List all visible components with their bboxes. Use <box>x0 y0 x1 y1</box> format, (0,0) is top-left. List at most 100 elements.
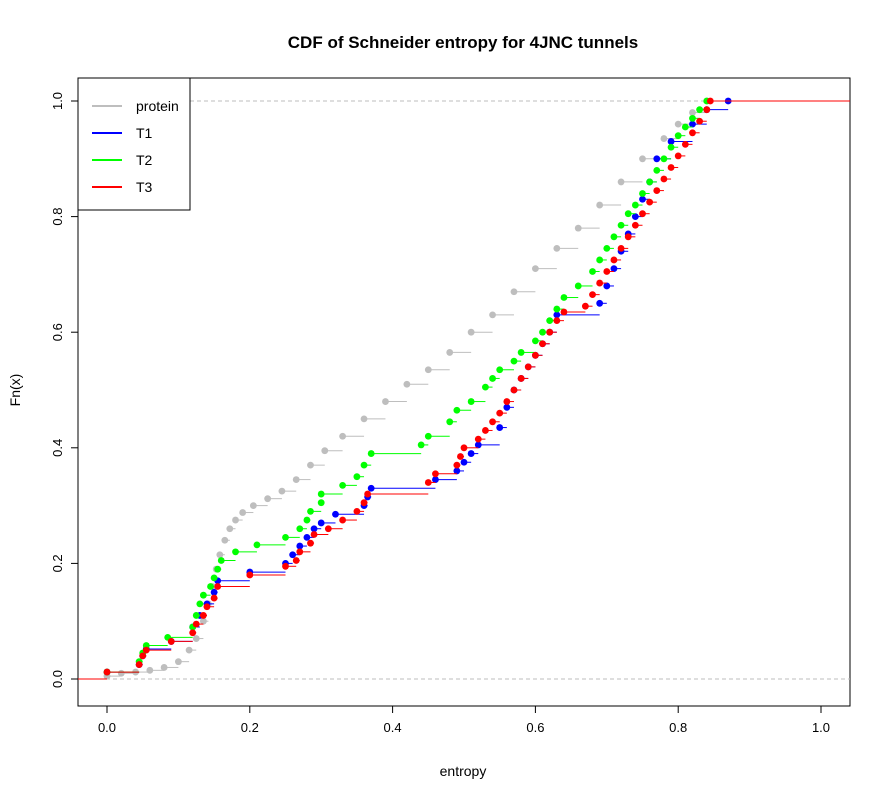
legend-label: T2 <box>136 152 153 168</box>
data-point <box>364 490 372 498</box>
data-point <box>610 256 618 264</box>
data-point <box>496 366 504 374</box>
data-point <box>296 548 304 556</box>
data-point <box>517 375 525 382</box>
data-point <box>581 302 589 310</box>
x-tick-label: 0.2 <box>241 720 259 735</box>
data-point <box>353 507 361 515</box>
data-point <box>639 195 646 203</box>
data-point <box>681 140 689 148</box>
y-tick-label: 0.4 <box>50 439 65 457</box>
data-point <box>503 403 511 411</box>
y-tick-label: 1.0 <box>50 92 65 110</box>
data-point <box>474 435 482 443</box>
data-point <box>432 470 439 478</box>
legend-label: protein <box>136 98 179 114</box>
data-point <box>317 519 325 527</box>
data-point <box>307 507 314 515</box>
series-protein <box>78 97 850 680</box>
series-T3 <box>78 97 850 680</box>
plot-area: 0.0 0.2 0.4 0.6 0.8 1.0 0.0 0.2 0.4 0.6 0.8 1.0 <box>50 77 851 735</box>
data-point <box>203 603 211 611</box>
data-point <box>296 525 304 533</box>
data-point <box>546 328 554 336</box>
data-point <box>339 481 347 489</box>
data-point <box>667 164 675 171</box>
legend-label: T1 <box>136 125 153 141</box>
data-point <box>232 548 239 556</box>
data-point <box>503 398 511 405</box>
data-point <box>660 155 668 163</box>
data-point <box>367 484 375 492</box>
data-point <box>674 120 682 128</box>
data-point <box>596 299 604 307</box>
data-point <box>192 635 200 642</box>
data-point <box>282 533 289 541</box>
data-point <box>453 406 461 414</box>
data-point <box>553 305 561 313</box>
data-point <box>467 398 475 405</box>
data-point <box>199 612 207 619</box>
data-point <box>303 516 311 524</box>
y-tick-label: 0.6 <box>50 323 65 341</box>
data-point <box>610 265 618 273</box>
data-point <box>467 450 475 457</box>
data-point <box>307 461 314 469</box>
data-point <box>367 450 375 457</box>
data-point <box>185 646 193 654</box>
data-point <box>674 132 682 140</box>
data-point <box>510 357 518 365</box>
data-point <box>214 565 222 573</box>
data-point <box>289 551 297 559</box>
data-point <box>603 244 611 252</box>
x-tick-label: 0.6 <box>526 720 544 735</box>
data-point <box>282 562 289 570</box>
chart-title: CDF of Schneider entropy for 4JNC tunnel… <box>288 33 638 52</box>
data-point <box>460 458 468 466</box>
data-point <box>624 210 632 218</box>
data-point <box>482 383 489 391</box>
data-point <box>667 138 675 145</box>
data-point <box>660 135 668 142</box>
data-point <box>639 210 646 218</box>
data-point <box>453 461 461 469</box>
data-point <box>624 233 632 241</box>
series-T1 <box>78 97 850 680</box>
data-point <box>539 328 546 336</box>
data-point <box>226 525 234 533</box>
data-point <box>496 424 504 431</box>
data-point <box>553 311 561 319</box>
data-point <box>210 588 218 596</box>
data-point <box>146 666 154 674</box>
data-point <box>689 109 696 116</box>
data-point <box>489 418 496 426</box>
data-point <box>706 97 714 105</box>
data-point <box>496 409 504 417</box>
data-point <box>221 536 229 544</box>
y-axis-label: Fn(x) <box>7 374 23 407</box>
data-point <box>446 349 454 356</box>
data-point <box>631 201 639 209</box>
data-point <box>264 495 272 503</box>
data-point <box>674 152 682 160</box>
data-point <box>382 398 389 405</box>
data-point <box>696 117 704 125</box>
data-point <box>139 652 147 660</box>
data-point <box>474 441 482 449</box>
data-point <box>167 638 175 645</box>
data-point <box>239 509 247 516</box>
data-point <box>324 525 332 533</box>
data-point <box>417 441 425 449</box>
data-point <box>639 155 646 163</box>
data-point <box>517 349 525 356</box>
data-point <box>142 646 150 654</box>
data-point <box>210 594 218 602</box>
data-point <box>232 516 239 524</box>
data-point <box>246 571 254 579</box>
data-point <box>303 533 311 541</box>
data-point <box>296 542 304 550</box>
data-point <box>689 114 696 122</box>
data-point <box>603 268 611 275</box>
data-point <box>135 661 143 668</box>
data-point <box>332 510 339 518</box>
